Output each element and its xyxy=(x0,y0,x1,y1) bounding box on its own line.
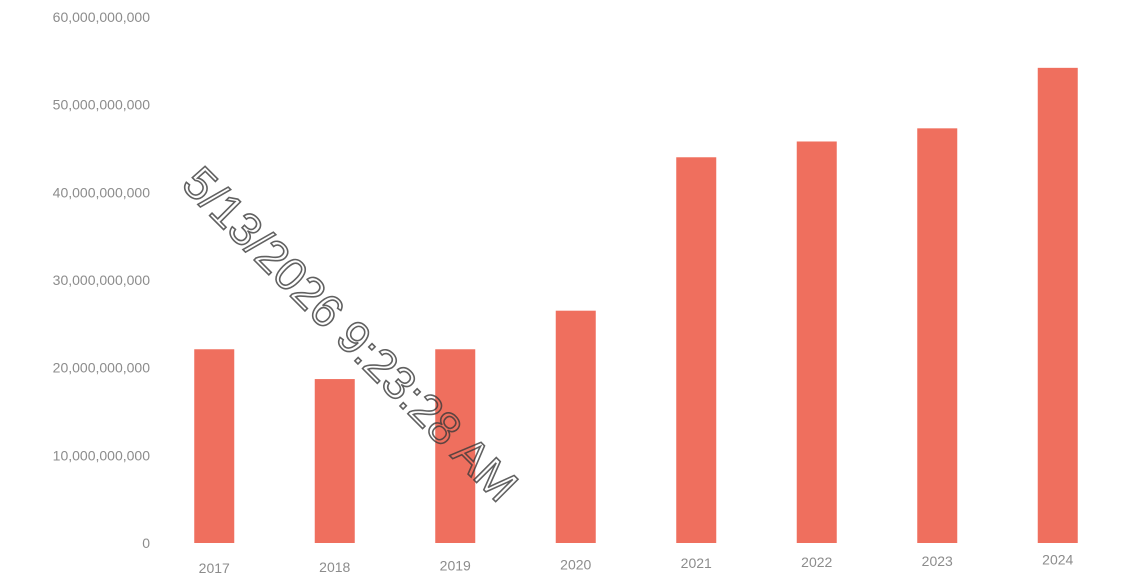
y-tick-label: 60,000,000,000 xyxy=(53,9,151,25)
x-tick-label: 2020 xyxy=(560,556,591,572)
bar-2017 xyxy=(194,349,235,543)
y-tick-label: 50,000,000,000 xyxy=(53,97,151,113)
y-tick-label: 40,000,000,000 xyxy=(53,184,151,200)
bar-2021 xyxy=(676,157,717,543)
bar-2018 xyxy=(314,379,355,543)
x-tick-label: 2022 xyxy=(801,554,832,570)
x-tick-label: 2019 xyxy=(440,558,471,574)
bar-2020 xyxy=(555,310,596,543)
bars xyxy=(194,67,1078,543)
bar-2019 xyxy=(435,349,476,543)
x-tick-label: 2018 xyxy=(319,559,350,575)
x-tick-label: 2017 xyxy=(199,560,230,576)
y-tick-label: 30,000,000,000 xyxy=(53,272,151,288)
bar-2023 xyxy=(917,128,958,543)
x-tick-label: 2024 xyxy=(1042,552,1073,568)
y-axis-ticks: 0 10,000,000,000 20,000,000,000 30,000,000,… xyxy=(53,9,151,551)
x-tick-label: 2021 xyxy=(681,555,712,571)
x-axis-labels: 2017 2018 2019 2020 2021 2022 2023 2024 xyxy=(199,552,1074,576)
y-tick-label: 20,000,000,000 xyxy=(53,360,151,376)
y-tick-label: 10,000,000,000 xyxy=(53,447,151,463)
x-tick-label: 2023 xyxy=(922,553,953,569)
bar-2022 xyxy=(796,141,837,543)
y-tick-label: 0 xyxy=(142,535,150,551)
bar-2024 xyxy=(1037,67,1078,543)
